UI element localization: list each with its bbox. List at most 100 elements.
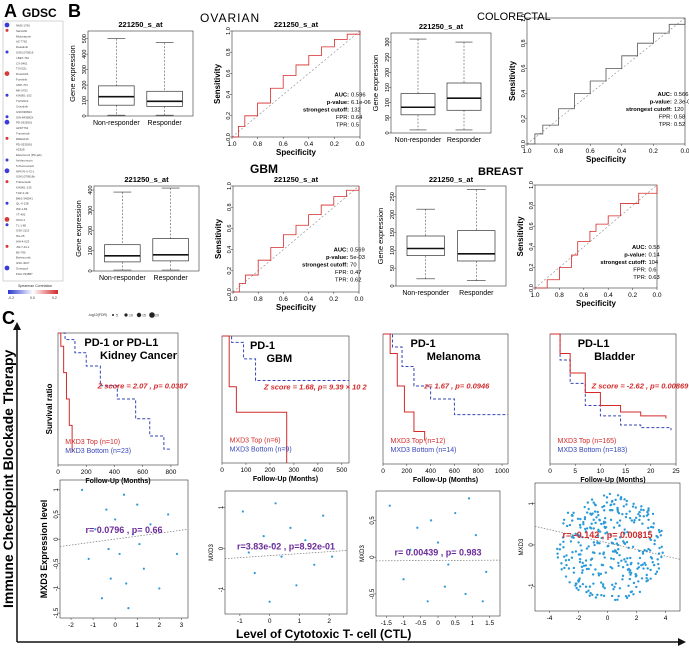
sc3-point (563, 566, 566, 570)
gdsc-frame (2, 20, 64, 282)
gdsc-dot (5, 93, 9, 97)
sc3-point (600, 593, 603, 597)
sc2-point (447, 563, 450, 566)
sc3-point (658, 546, 661, 550)
sc3-point (648, 549, 652, 552)
sc2-point (464, 592, 467, 596)
colorectal-xtick-label: 0.6 (586, 148, 595, 155)
km3-xtick-label: 25 (672, 468, 680, 475)
ovarian-box-title: 221250_s_at (118, 20, 163, 29)
sc3-point (602, 585, 605, 588)
km2-xtick-label: 800 (473, 468, 484, 475)
sc3-point (569, 540, 573, 543)
sc3-point (556, 547, 559, 551)
ovarian-group-label: Non-responder (93, 120, 140, 127)
breast-roc-ylabel: Sensitivity (516, 216, 525, 257)
sc3-point (657, 562, 660, 566)
breast-ytick-label: 0.6 (529, 222, 535, 230)
sc3-point (584, 530, 588, 533)
label-gbm: GBM (250, 162, 278, 176)
breast-group-label: Non-responder (402, 290, 449, 297)
panel-letter-b: B (68, 1, 81, 21)
sc3-point (645, 573, 648, 577)
sc3-point (597, 513, 600, 517)
sc3-point (565, 563, 568, 567)
colorectal-stat-value: 0.566 (674, 92, 689, 98)
sc3-point (660, 545, 663, 548)
side-label: Immune Checkpoint Blockade Therapy (0, 350, 16, 608)
colorectal-stat-value: 0.58 (674, 115, 685, 121)
sc3-point (647, 526, 650, 530)
colorectal-stat-label: FPR: (659, 115, 673, 121)
km0-sub: Kidney Cancer (100, 350, 178, 362)
sc0-point (118, 552, 121, 556)
colorectal-xtick-label: 0.4 (617, 148, 626, 155)
sc3-point (638, 518, 641, 522)
gbm-box-ylabel: Gene expression (74, 200, 83, 257)
ovarian-ytick-label: 0.0 (226, 133, 232, 141)
sc3-point (660, 529, 663, 533)
sc3-point (601, 505, 604, 509)
sc3-point (617, 561, 620, 565)
breast-roc-xlabel: Specificity (576, 299, 617, 308)
sc3-point (643, 549, 646, 552)
sc3-point (579, 544, 582, 547)
breast-ytick-label: 0 (390, 284, 396, 287)
gdsc-drug-label: CDP-701 (16, 83, 28, 87)
breast-box-frame (395, 185, 507, 287)
colorectal-roc-ylabel: Sensitivity (508, 60, 517, 101)
sc3-point (627, 567, 630, 571)
gdsc-dot (5, 158, 9, 162)
km2-top-curve (383, 333, 426, 441)
sc3-point (581, 569, 584, 572)
breast-stat-label: AUC: (632, 245, 647, 251)
sc3-point (568, 581, 571, 584)
km2-xtick-label: 600 (449, 468, 460, 475)
km3-xlabel: Follow-Up (Months) (580, 477, 645, 484)
sc3-point (648, 537, 652, 540)
km3-xtick-label: 10 (597, 468, 605, 475)
label-breast: BREAST (478, 166, 524, 178)
sc3-point (627, 584, 630, 587)
sc3-point (641, 552, 645, 555)
sc3-point (600, 536, 603, 540)
colorectal-roc-frame (526, 17, 686, 145)
sc3-point (589, 563, 592, 567)
sc3-point (588, 594, 591, 597)
sc3-point (592, 518, 595, 522)
sc3-point (646, 567, 649, 570)
sc3-point (625, 503, 628, 506)
colorectal-ytick-label: 0.6 (521, 65, 527, 73)
sc3-point (634, 575, 638, 578)
km1-top-curve (222, 335, 288, 463)
size-legend-label: -log10(FDR) (88, 313, 107, 317)
km2-km-frame (382, 333, 509, 465)
sc0-point (142, 567, 145, 570)
gdsc-drug-label: WH-4-023 (16, 240, 30, 244)
sc3-point (614, 537, 617, 541)
gbm-ytick-label: 0.6 (227, 225, 233, 233)
ovarian-roc: 221250_s_at 1.0 0.8 0.6 0.4 0.2 0.0 0.0 0.2 0.4 0.… (213, 20, 371, 157)
gdsc-drug-label: MK-0752 (16, 88, 28, 92)
gdsc-drug-label: BMS-345541 (16, 196, 33, 200)
sc3-point (561, 536, 565, 539)
breast-boxplot: 221250_s_at 0 50 100 150 200 250 Gene expressio… (376, 175, 507, 297)
km2-header: PD-1 (411, 338, 436, 350)
gdsc-drug-label: YT-492 (16, 213, 26, 217)
sc3-point (647, 509, 650, 512)
gbm-xtick-label: 0.0 (354, 296, 363, 303)
size-legend-tick: 10 (129, 314, 133, 318)
gdsc-dot (5, 223, 9, 227)
sc3-point (577, 541, 580, 544)
colorectal-group-label: Non-responder (395, 137, 442, 144)
sc3-point (604, 525, 608, 529)
sc3-point (618, 536, 622, 539)
sc3-point (611, 550, 615, 553)
gdsc-drug-label: TGX221 (16, 67, 27, 71)
sc3-point (595, 516, 598, 519)
sc2-ytick-label: 0.5 (370, 516, 376, 525)
sc3-point (572, 511, 575, 515)
sc2-ytick-label: -0.5 (370, 588, 376, 599)
sc3-point (651, 526, 655, 529)
km0-xtick-label: 400 (109, 469, 120, 476)
